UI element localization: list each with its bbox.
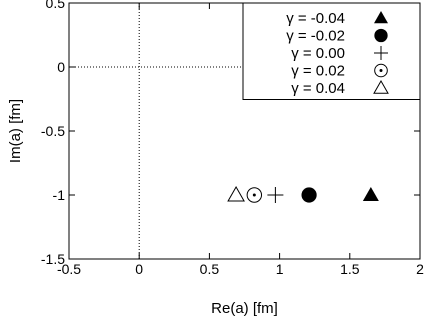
zero-lines (69, 3, 420, 259)
legend-marker (374, 28, 388, 43)
data-point (362, 187, 379, 201)
x-axis-label: Re(a) [fm] (211, 300, 278, 317)
legend-label: γ = -0.04 (286, 10, 345, 27)
axis-tick-labels: -0.5 0 0.5 1 1.5 2 -1.5 -1 -0.5 0 0.5 (41, 0, 424, 277)
x-tick-label: 2 (416, 261, 424, 277)
y-tick-label: 0 (57, 59, 65, 75)
legend-marker (374, 46, 388, 60)
legend-label: γ = 0.02 (291, 63, 345, 80)
y-tick-label: -1.5 (41, 251, 65, 267)
x-tick-label: 1 (276, 261, 284, 277)
legend-marker (373, 79, 389, 94)
data-points (227, 185, 379, 203)
y-axis-label: Im(a) [fm] (7, 99, 24, 163)
legend-label: γ = -0.02 (286, 28, 345, 45)
legend-box (242, 2, 421, 100)
legend-marker (374, 11, 388, 24)
data-point (301, 187, 317, 203)
x-tick-label: 0 (135, 261, 143, 277)
y-tick-label: -0.5 (41, 123, 65, 139)
legend: γ = -0.04γ = -0.02γ = 0.00γ = 0.02γ = 0.… (242, 2, 421, 100)
y-tick-label: 0.5 (46, 0, 66, 11)
data-point (227, 185, 245, 202)
legend-marker (374, 63, 388, 78)
y-tick-label: -1 (53, 187, 66, 203)
x-tick-label: -0.5 (57, 261, 81, 277)
data-point (267, 187, 284, 203)
data-point (246, 187, 263, 203)
legend-label: γ = 0.04 (291, 80, 345, 97)
legend-label: γ = 0.00 (291, 45, 345, 62)
x-tick-label: 1.5 (340, 261, 360, 277)
x-tick-label: 0.5 (200, 261, 220, 277)
